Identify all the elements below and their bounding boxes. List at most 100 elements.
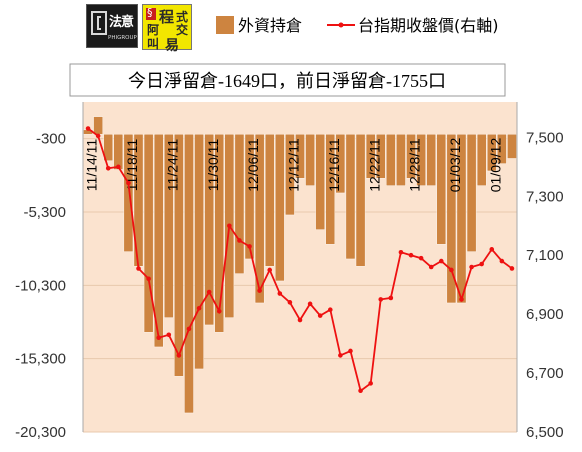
price-point-24 bbox=[327, 307, 333, 313]
price-point-39 bbox=[479, 261, 484, 267]
position-bar-33 bbox=[416, 134, 426, 186]
position-bar-21 bbox=[295, 134, 305, 179]
left-tick-3: -15,300 bbox=[15, 351, 66, 368]
price-point-14 bbox=[227, 223, 232, 229]
left-axis-ticks: -300 -5,300 -10,300 -15,300 -20,300 bbox=[15, 131, 66, 441]
date-label-3: 11/30/11 bbox=[205, 139, 221, 192]
program-char-4: 交 bbox=[176, 23, 189, 37]
position-bar-9 bbox=[174, 134, 184, 377]
price-point-25 bbox=[338, 353, 343, 358]
position-bar-4 bbox=[123, 134, 134, 252]
price-point-38 bbox=[469, 264, 474, 270]
position-bar-36 bbox=[446, 134, 457, 304]
chart-title: 今日淨留倉-1649口，前日淨留倉-1755口 bbox=[128, 71, 446, 91]
program-char-6: 易 bbox=[165, 38, 179, 54]
position-bar-6 bbox=[143, 134, 154, 333]
position-bar-1 bbox=[93, 116, 103, 135]
program-char-1: 程 bbox=[159, 8, 175, 26]
price-point-9 bbox=[176, 353, 182, 358]
brand-name: 法意 bbox=[109, 15, 134, 30]
position-bar-39 bbox=[476, 134, 487, 186]
price-point-23 bbox=[317, 313, 323, 318]
price-point-6 bbox=[146, 276, 151, 282]
legend: 外資持倉 台指期收盤價(右軸) bbox=[216, 16, 499, 35]
price-point-16 bbox=[247, 244, 252, 249]
position-bar-25 bbox=[335, 134, 346, 194]
price-line-group bbox=[85, 126, 515, 394]
left-tick-1: -5,300 bbox=[23, 204, 66, 221]
date-label-5: 12/12/11 bbox=[286, 138, 302, 192]
position-bar-18 bbox=[264, 134, 275, 267]
price-point-21 bbox=[297, 317, 303, 323]
price-point-19 bbox=[277, 291, 283, 296]
position-bar-10 bbox=[184, 134, 194, 414]
position-bar-16 bbox=[244, 134, 255, 260]
position-bar-29 bbox=[376, 134, 386, 179]
date-label-4: 12/06/11 bbox=[245, 138, 261, 192]
position-bar-32 bbox=[406, 134, 416, 179]
right-tick-5: 6,500 bbox=[526, 424, 564, 441]
price-point-17 bbox=[257, 288, 262, 293]
position-bar-20 bbox=[285, 134, 295, 216]
legend-bar-label: 外資持倉 bbox=[238, 16, 302, 35]
price-point-10 bbox=[186, 326, 192, 332]
position-bar-38 bbox=[466, 134, 477, 252]
brand-sub: PHIGROUP bbox=[108, 35, 137, 41]
legend-line-marker bbox=[338, 22, 344, 28]
price-point-3 bbox=[116, 164, 121, 170]
price-point-40 bbox=[489, 247, 495, 252]
position-bar-28 bbox=[365, 134, 376, 179]
date-label-6: 12/16/11 bbox=[326, 138, 342, 192]
seal-icon bbox=[91, 11, 107, 35]
price-point-37 bbox=[459, 297, 464, 302]
price-point-8 bbox=[166, 332, 172, 338]
position-bar-13 bbox=[214, 134, 224, 333]
left-tick-0: -300 bbox=[36, 131, 66, 148]
legend-bar-swatch bbox=[216, 16, 234, 34]
position-bar-23 bbox=[315, 134, 325, 230]
date-label-0: 11/14/11 bbox=[84, 139, 100, 192]
position-bar-22 bbox=[305, 134, 315, 186]
date-label-1: 11/18/11 bbox=[124, 139, 140, 192]
price-point-4 bbox=[126, 180, 131, 186]
position-bar-34 bbox=[426, 134, 436, 186]
price-point-22 bbox=[307, 301, 313, 307]
program-char-3: 阿 bbox=[147, 23, 160, 37]
position-bar-40 bbox=[487, 134, 497, 172]
right-tick-3: 6,900 bbox=[526, 306, 564, 323]
price-point-0 bbox=[85, 126, 91, 131]
right-tick-2: 7,100 bbox=[526, 247, 564, 264]
price-point-26 bbox=[348, 348, 353, 354]
position-bar-31 bbox=[396, 134, 406, 186]
program-trading-logo: 程 式 阿 交 叫 易 bbox=[142, 4, 192, 54]
price-point-42 bbox=[509, 266, 515, 271]
price-point-32 bbox=[408, 252, 414, 258]
price-point-18 bbox=[267, 267, 273, 273]
price-point-30 bbox=[388, 295, 394, 301]
position-bar-2 bbox=[103, 134, 113, 161]
price-point-12 bbox=[206, 289, 212, 295]
price-point-27 bbox=[358, 388, 363, 394]
position-bar-11 bbox=[194, 134, 204, 370]
position-bar-3 bbox=[113, 134, 124, 170]
price-point-28 bbox=[368, 381, 373, 386]
date-label-8: 12/28/11 bbox=[407, 138, 423, 192]
position-bar-15 bbox=[234, 134, 245, 274]
position-bar-41 bbox=[497, 134, 507, 164]
position-bar-12 bbox=[204, 134, 214, 326]
right-tick-4: 6,700 bbox=[526, 365, 564, 382]
position-bar-17 bbox=[254, 134, 265, 304]
title-box bbox=[69, 63, 506, 97]
program-char-5: 叫 bbox=[147, 37, 160, 51]
price-point-33 bbox=[418, 255, 424, 261]
price-point-41 bbox=[499, 258, 505, 264]
right-tick-0: 7,500 bbox=[526, 129, 564, 146]
legend-line-label: 台指期收盤價(右軸) bbox=[358, 16, 499, 35]
position-bar-27 bbox=[355, 134, 366, 267]
price-point-11 bbox=[196, 305, 202, 311]
position-bar-30 bbox=[386, 134, 396, 186]
price-point-29 bbox=[378, 297, 384, 302]
date-label-7: 12/22/11 bbox=[366, 138, 382, 192]
date-label-10: 01/09/12 bbox=[487, 138, 503, 193]
phigroup-logo: 法意 PHIGROUP bbox=[86, 4, 138, 48]
